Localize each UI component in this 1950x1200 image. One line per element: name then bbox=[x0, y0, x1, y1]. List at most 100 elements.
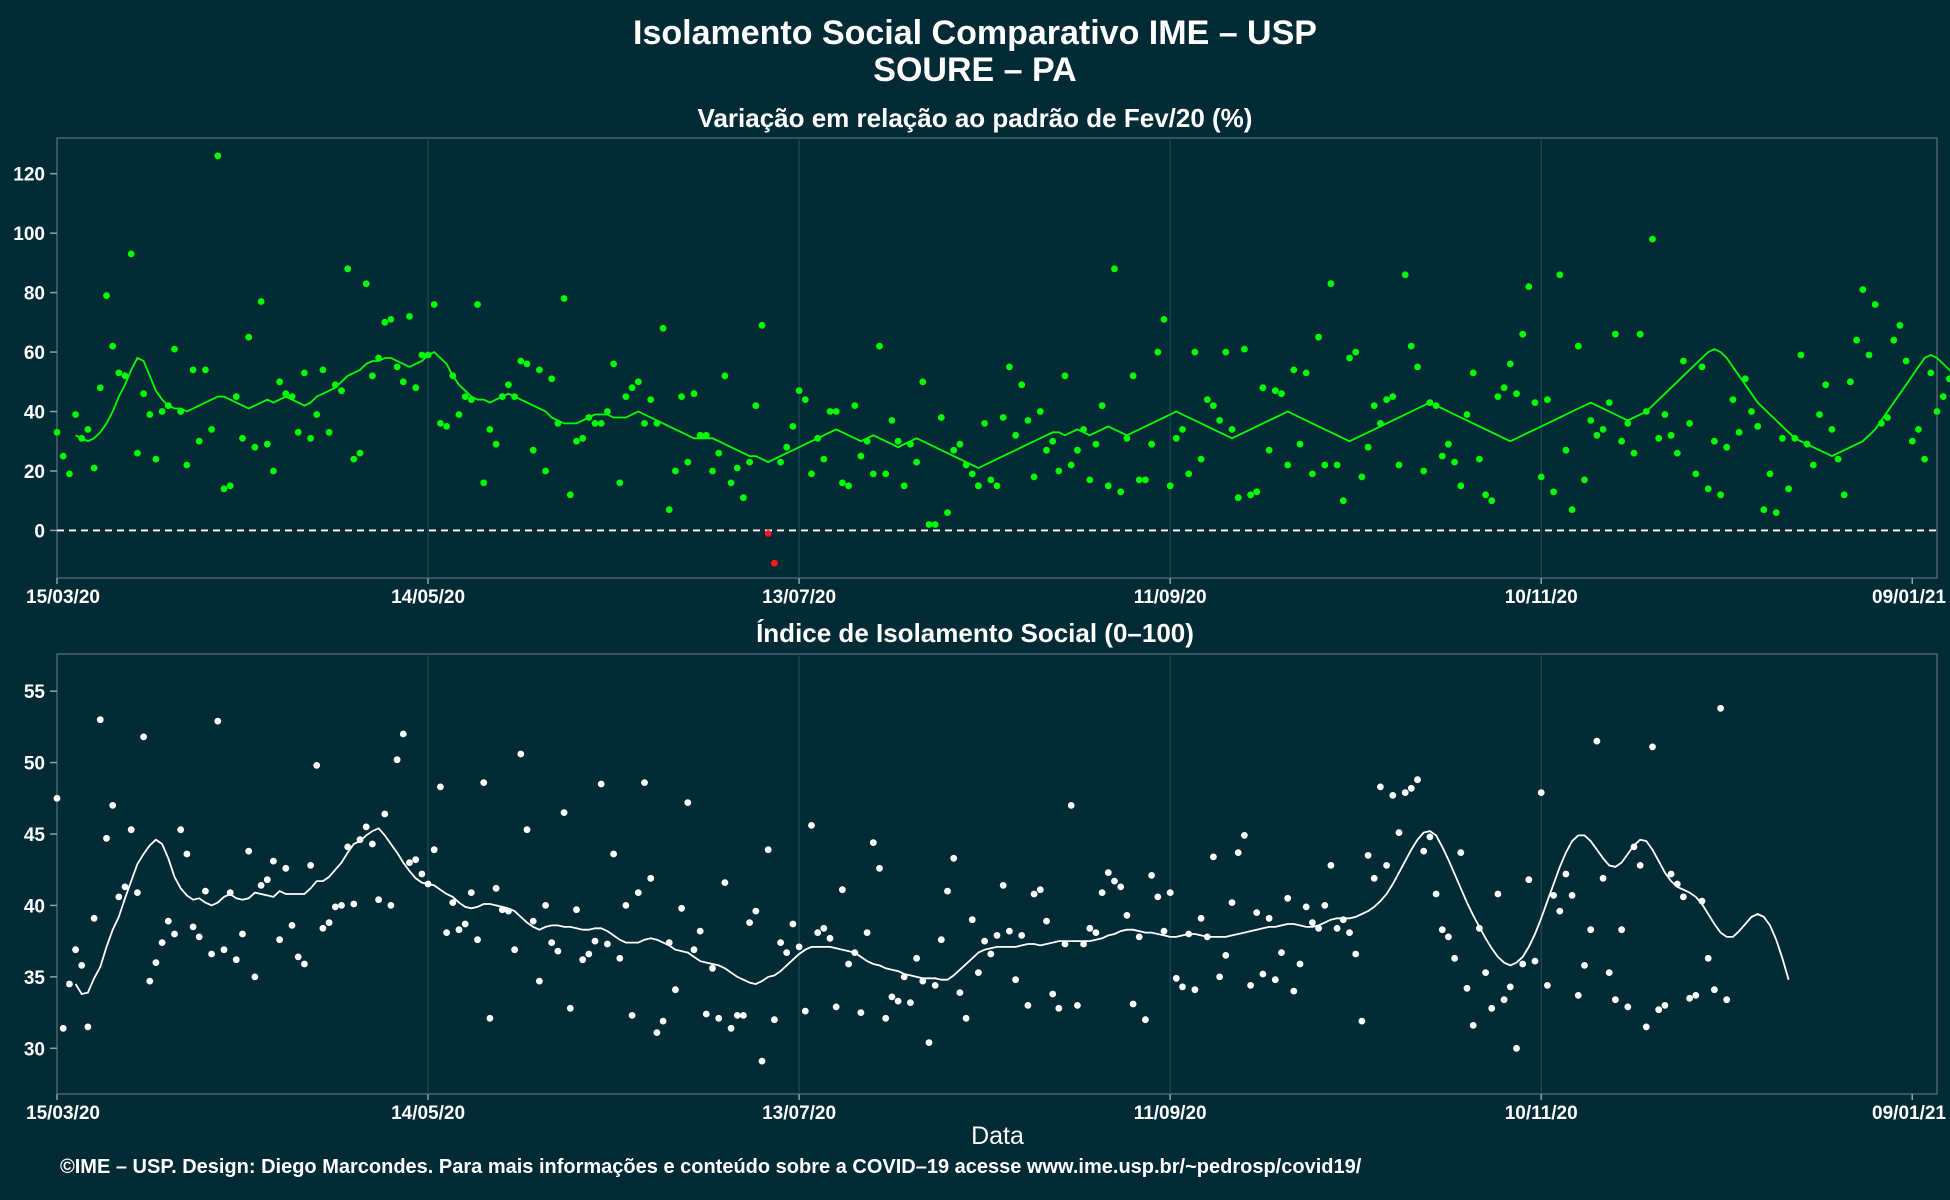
data-point bbox=[1346, 354, 1353, 362]
data-point bbox=[84, 1023, 92, 1031]
data-point bbox=[1426, 399, 1434, 406]
y-tick-label: 100 bbox=[13, 224, 45, 245]
data-point bbox=[195, 933, 203, 941]
data-point bbox=[430, 846, 438, 854]
data-point bbox=[1160, 316, 1168, 323]
data-point bbox=[536, 977, 543, 985]
data-point bbox=[554, 420, 562, 427]
data-point bbox=[764, 846, 772, 854]
x-tick-label: 13/07/20 bbox=[762, 1103, 836, 1124]
y-tick-label: 40 bbox=[24, 403, 45, 424]
data-point bbox=[449, 899, 457, 906]
data-point bbox=[1772, 509, 1780, 516]
data-point bbox=[727, 479, 735, 487]
data-point bbox=[1655, 434, 1663, 442]
data-point bbox=[189, 923, 197, 931]
panel-2-title: Índice de Isolamento Social (0–100) bbox=[756, 618, 1194, 648]
data-point bbox=[962, 461, 970, 469]
data-point bbox=[1414, 363, 1421, 371]
data-point bbox=[1655, 1006, 1663, 1014]
data-point bbox=[1216, 973, 1223, 981]
data-point bbox=[1228, 899, 1236, 906]
data-point bbox=[1853, 336, 1860, 344]
data-point bbox=[1296, 960, 1304, 968]
x-tick-label: 15/03/20 bbox=[26, 587, 100, 608]
x-axis-label: Data bbox=[971, 1122, 1024, 1150]
data-point bbox=[517, 750, 525, 758]
data-point bbox=[1599, 426, 1607, 433]
data-point bbox=[1302, 903, 1310, 911]
data-point bbox=[1574, 342, 1582, 350]
data-point bbox=[1463, 411, 1471, 418]
data-point bbox=[975, 482, 982, 490]
data-point bbox=[1265, 914, 1273, 922]
data-point bbox=[375, 354, 382, 362]
data-point bbox=[604, 940, 611, 948]
data-point bbox=[1172, 974, 1180, 982]
data-point bbox=[869, 839, 877, 846]
data-point bbox=[301, 369, 308, 377]
data-point bbox=[214, 717, 222, 725]
data-point bbox=[1599, 874, 1607, 882]
data-point bbox=[795, 943, 803, 951]
data-point bbox=[839, 479, 846, 487]
data-point bbox=[1370, 874, 1378, 882]
data-point bbox=[1432, 402, 1440, 409]
data-point bbox=[560, 809, 568, 816]
data-point bbox=[239, 930, 246, 938]
data-point bbox=[968, 470, 976, 478]
data-point bbox=[1278, 390, 1285, 398]
data-point bbox=[1111, 877, 1118, 885]
data-point bbox=[808, 822, 815, 829]
data-point bbox=[1197, 455, 1205, 463]
data-point bbox=[814, 434, 822, 442]
data-point bbox=[1290, 366, 1298, 374]
data-point bbox=[406, 313, 413, 320]
moving-average-line bbox=[75, 348, 1950, 470]
data-point bbox=[771, 559, 778, 567]
data-point bbox=[1723, 443, 1731, 451]
data-point bbox=[164, 402, 172, 409]
data-point bbox=[628, 1012, 636, 1019]
data-point bbox=[783, 949, 791, 956]
data-point bbox=[369, 840, 376, 848]
data-point bbox=[1030, 890, 1038, 898]
data-point bbox=[678, 393, 685, 400]
data-point bbox=[628, 384, 636, 392]
data-point bbox=[1154, 348, 1162, 356]
y-tick-label: 55 bbox=[24, 682, 46, 703]
data-point bbox=[1203, 933, 1211, 941]
data-point bbox=[1203, 396, 1211, 403]
moving-average-line bbox=[74, 827, 1790, 996]
data-point bbox=[1500, 996, 1508, 1004]
data-point bbox=[1451, 458, 1458, 466]
data-point bbox=[1426, 833, 1434, 841]
data-point bbox=[1438, 452, 1446, 460]
data-point bbox=[78, 434, 86, 442]
data-point bbox=[672, 467, 679, 475]
data-point bbox=[189, 366, 197, 374]
data-point bbox=[1704, 954, 1712, 962]
data-point bbox=[839, 886, 846, 894]
data-point bbox=[968, 916, 976, 924]
data-point bbox=[1191, 986, 1199, 994]
data-point bbox=[1797, 351, 1805, 359]
data-point bbox=[1667, 431, 1675, 439]
data-point bbox=[1098, 402, 1106, 409]
data-point bbox=[1667, 870, 1675, 878]
data-point bbox=[1581, 476, 1588, 484]
data-point bbox=[1055, 1004, 1063, 1012]
data-point bbox=[1711, 437, 1718, 445]
data-point bbox=[1210, 402, 1217, 409]
data-point bbox=[1871, 301, 1879, 308]
data-point bbox=[1630, 843, 1638, 851]
panel-variation: 0 20 40 60 80 100 120 15/03/20 14/05/20 13/07/20 1… bbox=[13, 137, 1950, 608]
data-point bbox=[820, 924, 828, 932]
data-point bbox=[684, 458, 692, 466]
data-point bbox=[1315, 333, 1322, 341]
data-point bbox=[672, 986, 679, 994]
data-point bbox=[177, 408, 185, 415]
data-point bbox=[1074, 1002, 1081, 1009]
data-point bbox=[1476, 455, 1483, 463]
data-point bbox=[1185, 470, 1193, 478]
